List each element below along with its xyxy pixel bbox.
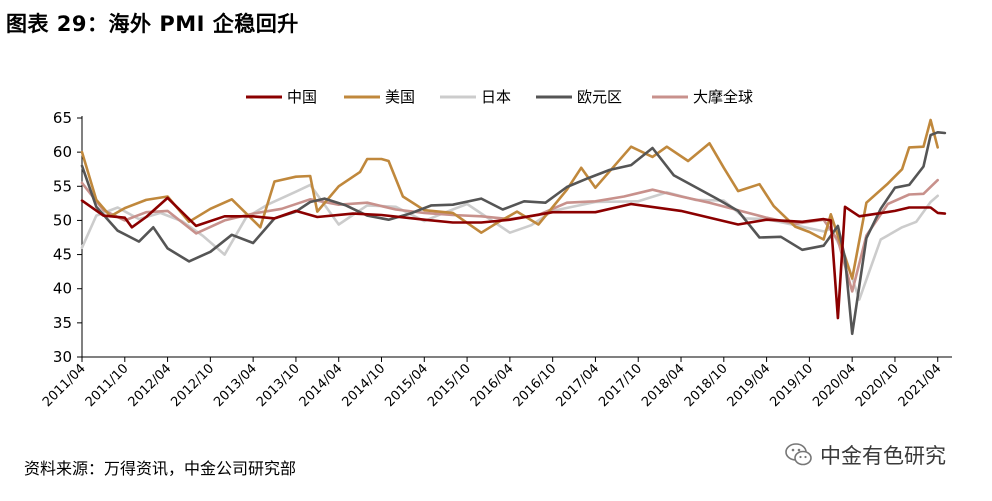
watermark-text: 中金有色研究 bbox=[820, 444, 946, 468]
x-tick-label: 2014/10 bbox=[340, 361, 389, 410]
series-line-1 bbox=[80, 118, 940, 280]
x-tick-label: 2019/04 bbox=[725, 361, 774, 410]
x-tick-label: 2017/04 bbox=[553, 361, 602, 410]
y-tick-label: 60 bbox=[53, 143, 72, 161]
x-tick-label: 2016/04 bbox=[468, 361, 517, 410]
series-line-2 bbox=[80, 183, 940, 301]
legend-label-1: 美国 bbox=[385, 88, 415, 106]
series-line-0 bbox=[80, 196, 947, 320]
x-tick-label: 2015/04 bbox=[382, 361, 431, 410]
x-tick-label: 2011/10 bbox=[83, 361, 132, 410]
y-tick-label: 45 bbox=[53, 246, 72, 264]
y-tick-label: 35 bbox=[53, 314, 72, 332]
legend-label-2: 日本 bbox=[481, 88, 511, 106]
legend-label-4: 大摩全球 bbox=[693, 88, 753, 106]
y-axis: 30 35 40 45 50 55 60 65 bbox=[53, 109, 83, 366]
x-tick-label: 2011/04 bbox=[40, 361, 89, 410]
chart-legend: 中国 美国 日本 欧元区 大摩全球 bbox=[246, 88, 753, 106]
x-tick-label: 2016/10 bbox=[511, 361, 560, 410]
series-line-4 bbox=[80, 178, 940, 293]
x-tick-label: 2012/10 bbox=[168, 361, 217, 410]
watermark: 中金有色研究 bbox=[784, 440, 946, 470]
y-tick-label: 55 bbox=[53, 177, 72, 195]
x-tick-label: 2015/10 bbox=[425, 361, 474, 410]
x-tick-label: 2021/04 bbox=[896, 361, 945, 410]
x-tick-label: 2018/10 bbox=[682, 361, 731, 410]
x-tick-label: 2018/04 bbox=[639, 361, 688, 410]
x-tick-label: 2012/04 bbox=[126, 361, 175, 410]
legend-label-0: 中国 bbox=[287, 88, 317, 106]
source-note: 资料来源：万得资讯，中金公司研究部 bbox=[24, 459, 297, 478]
wechat-icon bbox=[785, 443, 812, 466]
x-tick-label: 2017/10 bbox=[596, 361, 645, 410]
x-tick-label: 2014/04 bbox=[297, 361, 346, 410]
x-tick-label: 2019/10 bbox=[767, 361, 816, 410]
y-tick-label: 30 bbox=[53, 348, 72, 366]
x-tick-label: 2020/04 bbox=[810, 361, 859, 410]
legend-label-3: 欧元区 bbox=[577, 88, 622, 106]
x-tick-label: 2013/04 bbox=[211, 361, 260, 410]
x-axis: 2011/042011/102012/042012/102013/042013/… bbox=[40, 356, 952, 410]
y-tick-label: 50 bbox=[53, 211, 72, 229]
plot-area bbox=[80, 118, 947, 336]
x-tick-label: 2020/10 bbox=[853, 361, 902, 410]
series-line-3 bbox=[80, 131, 947, 336]
page-title: 图表 29：海外 PMI 企稳回升 bbox=[6, 12, 299, 36]
y-tick-label: 40 bbox=[53, 280, 72, 298]
y-tick-label: 65 bbox=[53, 109, 72, 127]
x-tick-label: 2013/10 bbox=[254, 361, 303, 410]
